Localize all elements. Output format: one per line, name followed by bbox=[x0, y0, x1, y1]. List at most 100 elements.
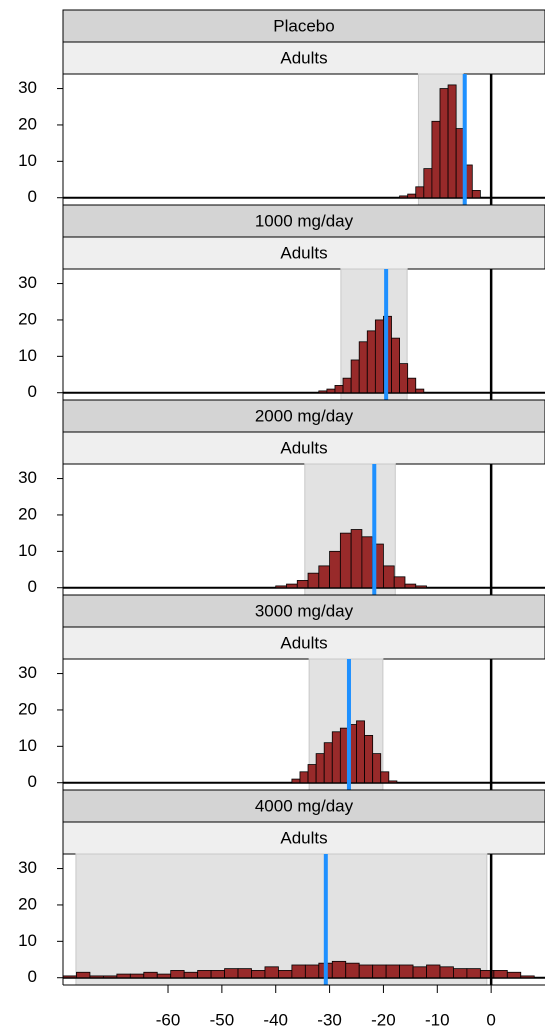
panel-subtitle: Adults bbox=[280, 243, 327, 262]
bar bbox=[307, 764, 317, 784]
bar bbox=[326, 388, 336, 394]
bar bbox=[366, 330, 376, 394]
y-tick-label: 20 bbox=[18, 504, 37, 523]
bar bbox=[183, 971, 199, 979]
bar bbox=[399, 363, 409, 394]
x-tick-label: -60 bbox=[156, 1010, 181, 1029]
bar bbox=[372, 753, 382, 784]
y-tick-label: 10 bbox=[18, 346, 37, 365]
bar bbox=[143, 971, 158, 979]
panel-title: 4000 mg/day bbox=[255, 796, 354, 815]
bar bbox=[286, 583, 298, 589]
bar bbox=[385, 964, 400, 979]
bar bbox=[407, 193, 417, 199]
bar bbox=[318, 565, 330, 589]
bar bbox=[415, 186, 425, 199]
bar bbox=[345, 962, 360, 979]
bar bbox=[116, 973, 131, 979]
y-tick-label: 30 bbox=[18, 468, 37, 487]
bar bbox=[197, 970, 212, 979]
x-tick-label: 0 bbox=[486, 1010, 495, 1029]
x-tick-label: -50 bbox=[210, 1010, 235, 1029]
bar bbox=[331, 960, 347, 979]
y-tick-label: 30 bbox=[18, 78, 37, 97]
bar bbox=[350, 529, 363, 589]
bar bbox=[264, 966, 279, 979]
y-tick-label: 0 bbox=[28, 382, 37, 401]
bar bbox=[380, 771, 390, 784]
bar bbox=[399, 964, 414, 979]
bar bbox=[356, 720, 365, 784]
bar bbox=[447, 84, 457, 199]
bar bbox=[299, 771, 309, 784]
bar bbox=[251, 970, 266, 979]
bar bbox=[76, 971, 91, 979]
bar bbox=[102, 975, 118, 979]
panel-title: Placebo bbox=[273, 16, 334, 35]
bar bbox=[331, 731, 341, 784]
bar bbox=[466, 968, 481, 979]
strip bbox=[62, 236, 545, 270]
y-tick-label: 30 bbox=[18, 663, 37, 682]
y-tick-label: 0 bbox=[28, 967, 37, 986]
y-tick-label: 20 bbox=[18, 894, 37, 913]
strip bbox=[62, 789, 545, 823]
y-tick-label: 10 bbox=[18, 736, 37, 755]
bar bbox=[323, 742, 333, 784]
y-tick-label: 20 bbox=[18, 114, 37, 133]
bar bbox=[62, 975, 77, 979]
bar bbox=[471, 190, 481, 199]
bar bbox=[412, 966, 427, 979]
bar bbox=[361, 536, 374, 589]
panel-subtitle: Adults bbox=[280, 48, 327, 67]
bar bbox=[307, 572, 320, 589]
x-tick-label: -40 bbox=[263, 1010, 288, 1029]
y-tick-label: 10 bbox=[18, 541, 37, 560]
bar bbox=[423, 168, 433, 199]
bar bbox=[296, 580, 309, 589]
bar bbox=[315, 753, 325, 784]
bar bbox=[278, 970, 293, 979]
shaded-range bbox=[75, 853, 488, 986]
bar bbox=[439, 966, 454, 979]
y-tick-label: 0 bbox=[28, 577, 37, 596]
bar bbox=[506, 971, 522, 979]
bar bbox=[291, 964, 306, 979]
bar bbox=[493, 970, 508, 979]
bar bbox=[391, 337, 400, 394]
bar bbox=[89, 975, 104, 979]
y-tick-label: 20 bbox=[18, 699, 37, 718]
strip bbox=[62, 41, 545, 75]
bar bbox=[415, 585, 427, 589]
x-tick-label: -30 bbox=[317, 1010, 342, 1029]
bar bbox=[329, 550, 341, 589]
bar bbox=[170, 970, 185, 979]
bar bbox=[350, 359, 360, 394]
bar bbox=[275, 585, 287, 589]
y-tick-label: 0 bbox=[28, 772, 37, 791]
bar bbox=[393, 576, 406, 589]
bar bbox=[318, 390, 328, 394]
panel-title: 2000 mg/day bbox=[255, 406, 354, 425]
panel-subtitle: Adults bbox=[280, 438, 327, 457]
bar bbox=[520, 975, 535, 979]
bar bbox=[431, 120, 441, 199]
y-tick-label: 30 bbox=[18, 273, 37, 292]
bar bbox=[439, 88, 449, 199]
bar bbox=[415, 388, 425, 394]
x-tick-label: -10 bbox=[425, 1010, 450, 1029]
strip bbox=[62, 821, 545, 855]
strip bbox=[62, 204, 545, 238]
y-tick-label: 20 bbox=[18, 309, 37, 328]
bar bbox=[453, 968, 468, 979]
bar bbox=[404, 583, 417, 589]
bar bbox=[224, 968, 239, 979]
bar bbox=[399, 195, 409, 199]
bar bbox=[210, 970, 225, 979]
bar bbox=[358, 964, 374, 979]
strip bbox=[62, 9, 545, 43]
panel-subtitle: Adults bbox=[280, 828, 327, 847]
bar bbox=[383, 565, 395, 589]
bar bbox=[339, 532, 352, 589]
